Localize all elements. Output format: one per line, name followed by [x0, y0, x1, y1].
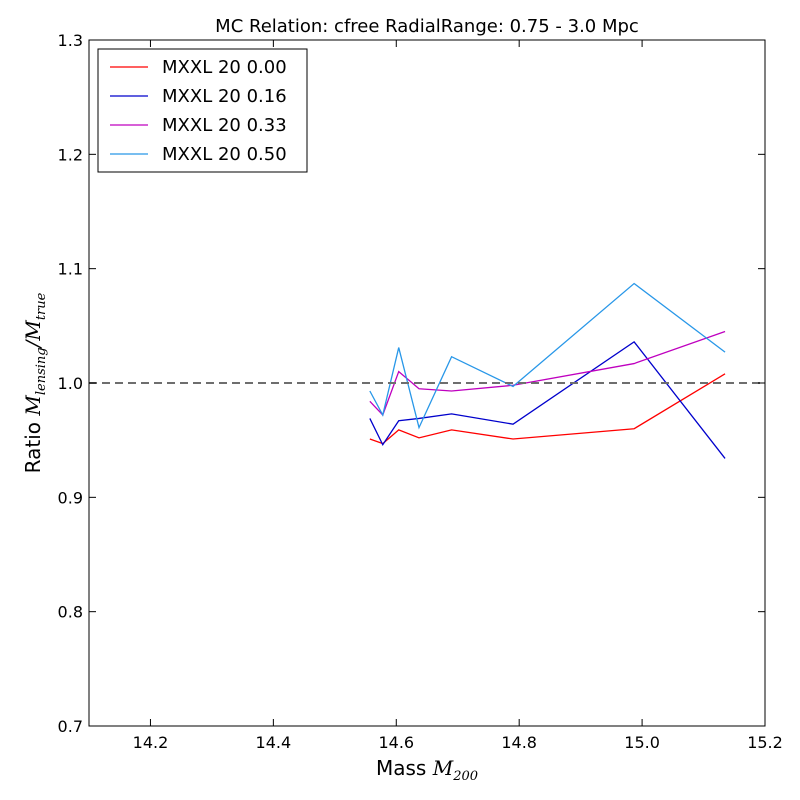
x-tick-label: 14.4	[256, 733, 292, 752]
x-tick-label: 15.0	[624, 733, 660, 752]
series-layer	[369, 282, 726, 459]
y-tick-label: 0.8	[58, 603, 83, 622]
legend-label-0: MXXL 20 0.00	[162, 57, 287, 78]
series-line-1	[369, 340, 726, 459]
x-tick-label: 14.2	[133, 733, 169, 752]
y-axis-title: Ratio Mlensing/Mtrue	[21, 292, 49, 473]
x-tick-label: 14.6	[378, 733, 414, 752]
y-tick-label: 1.1	[58, 260, 83, 279]
legend-frame	[97, 48, 308, 173]
y-tick-label: 0.7	[58, 717, 83, 736]
legend-label-2: MXXL 20 0.33	[162, 115, 287, 136]
legend-label-3: MXXL 20 0.50	[162, 144, 287, 165]
series-line-2	[369, 330, 726, 417]
y-tick-label: 1.2	[58, 145, 83, 164]
legend-label-1: MXXL 20 0.16	[162, 86, 287, 107]
y-tick-label: 1.3	[58, 31, 83, 50]
ticks-layer: 14.2 14.4 14.6 14.8 15.0 15.2 0.7 0.8 0.9 1.0 1.1 1…	[58, 31, 783, 752]
x-tick-label: 14.8	[501, 733, 537, 752]
chart-title: MC Relation: cfree RadialRange: 0.75 - 3…	[215, 16, 639, 37]
y-tick-label: 1.0	[58, 374, 83, 393]
x-axis-title: Mass M200	[376, 756, 478, 784]
x-tick-label: 15.2	[747, 733, 783, 752]
legend: MXXL 20 0.00 MXXL 20 0.16 MXXL 20 0.33 MXXL…	[97, 48, 308, 173]
y-tick-label: 0.9	[58, 488, 83, 507]
series-line-3	[369, 282, 726, 430]
